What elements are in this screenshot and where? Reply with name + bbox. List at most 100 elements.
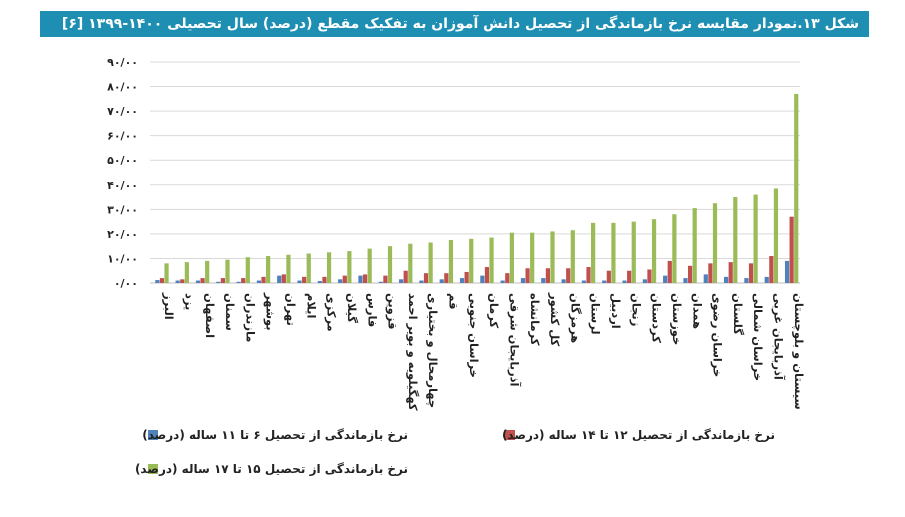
x-tick-label: گیلان (345, 293, 359, 323)
x-tick-label: مازندران (243, 293, 257, 342)
bar-series3 (367, 248, 372, 283)
legend-label-series1: نرخ بازماندگی از تحصیل ۶ تا ۱۱ ساله (درص… (142, 428, 408, 442)
bar-series3 (387, 246, 393, 283)
bar-series1 (256, 280, 262, 283)
bar-series3 (306, 253, 311, 283)
legend-swatch-series2 (505, 430, 515, 440)
x-tick-label: یزد (182, 293, 196, 310)
bar-series1 (236, 281, 241, 283)
x-tick-label: البرز (162, 292, 176, 320)
bar-series1 (459, 278, 465, 283)
x-tick-label: خوزستان (669, 293, 684, 345)
bar-series3 (651, 219, 657, 283)
bar-series2 (302, 276, 307, 283)
y-tick-label: ۰/۰۰ (114, 277, 138, 290)
bar-series1 (419, 280, 424, 283)
bar-series3 (530, 232, 535, 283)
x-tick-label: بوشهر (263, 292, 278, 331)
x-tick-label: فارس (365, 293, 379, 327)
bar-series3 (773, 188, 779, 283)
x-tick-label: کرمانشاه (528, 293, 542, 346)
bar-series1 (724, 276, 729, 283)
bar-series1 (500, 280, 505, 283)
bar-series1 (784, 260, 790, 283)
bar-series1 (480, 275, 485, 283)
bar-series1 (642, 279, 647, 283)
bar-series1 (541, 278, 546, 283)
x-tick-label: خراسان رضوی (710, 293, 725, 377)
x-tick-label: کردستان (650, 293, 664, 343)
bar-series1 (581, 280, 587, 283)
bar-series1 (439, 279, 444, 283)
bar-series2 (586, 267, 591, 283)
bar-series3 (672, 214, 677, 283)
bar-series1 (216, 281, 221, 283)
x-tick-label: اصفهان (203, 293, 217, 338)
bar-series3 (591, 222, 596, 283)
bar-series2 (342, 275, 347, 283)
bar-series3 (712, 203, 718, 283)
bar-series1 (703, 274, 708, 283)
x-tick-label: کل کشور (547, 292, 562, 346)
y-tick-label: ۶۰/۰۰ (107, 130, 138, 143)
bar-series3 (266, 255, 271, 283)
bar-series1 (317, 281, 322, 283)
bar-series3 (225, 259, 230, 283)
x-tick-label: قم (447, 293, 461, 310)
chart-title: شکل ۱۳.نمودار مقایسه نرخ بازماندگی از تح… (40, 11, 869, 37)
bar-series3 (570, 230, 575, 283)
legend-label-series3: نرخ بازماندگی از تحصیل ۱۵ تا ۱۷ ساله (در… (134, 462, 408, 476)
x-tick-label: لرستان (589, 293, 603, 335)
bar-series2 (383, 275, 388, 283)
bar-series1 (277, 275, 282, 283)
y-tick-label: ۲۰/۰۰ (107, 228, 138, 241)
bar-series2 (444, 273, 449, 283)
bar-series2 (748, 263, 754, 283)
bar-series3 (509, 232, 514, 283)
bar-series2 (627, 270, 632, 283)
legend-swatch-series1 (148, 430, 158, 440)
bar-series2 (180, 279, 185, 283)
bar-series3 (286, 254, 291, 283)
y-tick-label: ۹۰/۰۰ (107, 56, 138, 69)
bar-series2 (708, 263, 713, 283)
bar-series3 (347, 251, 352, 283)
legend-swatch-series3 (148, 464, 158, 474)
bar-series1 (602, 280, 607, 283)
bar-series2 (281, 274, 286, 283)
y-tick-label: ۵۰/۰۰ (107, 154, 138, 167)
bar-series3 (489, 237, 494, 283)
x-tick-label: چهارمحال و بختیاری (425, 293, 440, 408)
bar-series3 (205, 260, 210, 283)
x-tick-label: هرمزگان (568, 293, 582, 343)
bar-series3 (448, 240, 454, 283)
bar-series3 (794, 93, 799, 283)
x-tick-label: همدان (690, 293, 704, 329)
x-tick-label: تهران (284, 293, 298, 326)
bar-series1 (378, 281, 383, 283)
bar-series1 (561, 279, 566, 283)
bar-series2 (423, 273, 429, 283)
bar-series2 (769, 255, 774, 283)
bar-series2 (241, 278, 246, 283)
bar-series2 (566, 268, 571, 283)
bar-series1 (744, 278, 749, 283)
bar-series1 (358, 275, 363, 283)
bar-series2 (200, 278, 205, 283)
bar-series1 (338, 279, 343, 283)
x-tick-label: خراسان جنوبی (466, 293, 481, 378)
bar-series2 (647, 269, 652, 283)
bar-series1 (622, 280, 627, 283)
bar-series2 (545, 268, 550, 283)
x-tick-label: آذربایجان غربی (772, 293, 786, 381)
bar-series3 (631, 221, 636, 283)
x-tick-label: زنجان (629, 293, 643, 326)
x-tick-label: گلستان (731, 293, 745, 335)
bar-series2 (789, 216, 794, 283)
y-tick-label: ۴۰/۰۰ (107, 179, 138, 192)
bar-series1 (175, 280, 180, 283)
bar-series1 (764, 276, 769, 283)
y-tick-label: ۳۰/۰۰ (107, 203, 138, 216)
bar-series2 (728, 262, 733, 283)
y-tick-label: ۱۰/۰۰ (107, 252, 138, 265)
